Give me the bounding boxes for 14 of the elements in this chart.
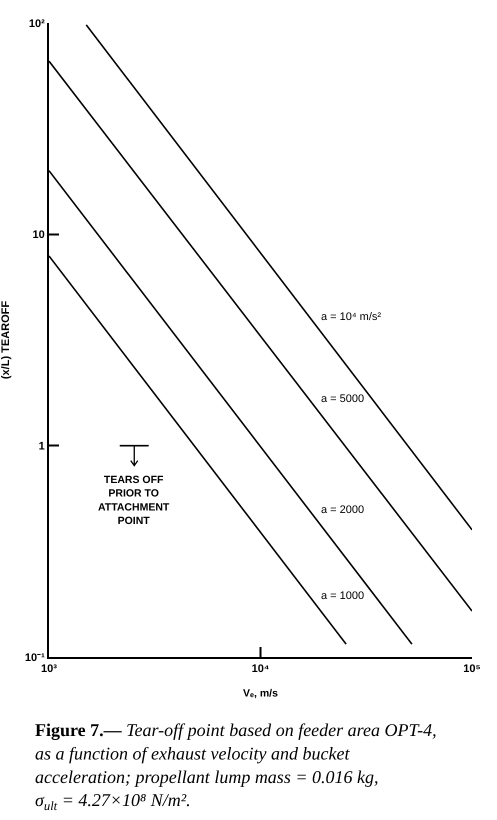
y-tick-label: 10² bbox=[28, 18, 46, 30]
y-tick-label: 1 bbox=[38, 440, 45, 453]
y-tick-label: 10 bbox=[32, 229, 45, 242]
y-axis-title: (x/L) TEAROFF bbox=[0, 300, 12, 380]
annotation: TEARS OFF PRIOR TO ATTACHMENT POINT bbox=[98, 474, 170, 527]
x-tick-label: 10⁴ bbox=[252, 663, 270, 676]
x-tick-label: 10⁵ bbox=[463, 663, 481, 676]
series-label: a = 2000 bbox=[321, 504, 364, 516]
series-label: a = 10⁴ m/s² bbox=[321, 311, 382, 323]
series-label: a = 1000 bbox=[321, 590, 364, 602]
x-axis-title: Vₑ, m/s bbox=[243, 688, 278, 700]
y-tick-label: 10⁻¹ bbox=[24, 652, 46, 664]
series-label: a = 5000 bbox=[321, 393, 364, 405]
x-tick-label: 10³ bbox=[41, 663, 58, 676]
